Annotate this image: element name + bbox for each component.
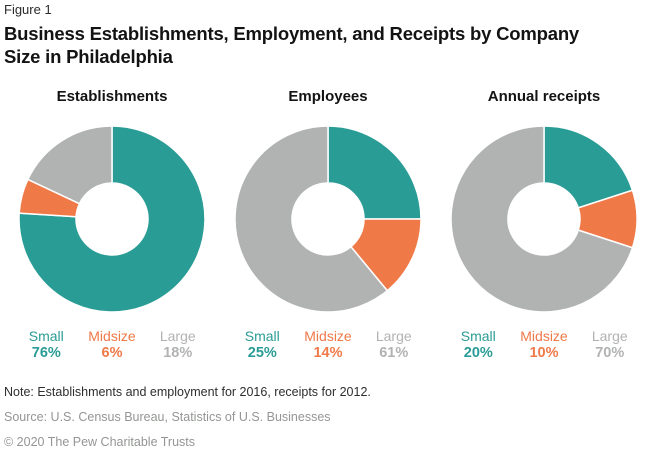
legend-item-midsize: Midsize 14% [304,328,351,362]
donut-slice-large [26,125,113,205]
chart-title-establishments: Establishments [56,88,168,106]
chart-column-annual-receipts: Annual receipts Small 20% Midsize 10% Large 7… [436,88,650,362]
legend-item-small: Small 76% [24,328,68,362]
legend-item-small: Small 25% [240,328,284,362]
donut-slice-small [543,125,634,209]
page-title: Business Establishments, Employment, and… [4,22,580,67]
legend-value: 18% [163,345,193,362]
figure-label: Figure 1 [4,2,52,17]
legend-item-large: Large 18% [156,328,200,362]
legend-label: Small [244,328,280,345]
legend-item-midsize: Midsize 6% [88,328,135,362]
legend-label: Large [591,328,628,345]
legend-value: 6% [101,345,123,362]
legend-item-midsize: Midsize 10% [520,328,567,362]
legend-value: 76% [31,345,61,362]
legend-label: Large [159,328,196,345]
legend-employees: Small 25% Midsize 14% Large 61% [240,328,415,362]
chart-title-annual-receipts: Annual receipts [487,88,601,106]
donut-chart-annual-receipts [449,124,639,314]
legend-item-large: Large 70% [588,328,632,362]
legend-establishments: Small 76% Midsize 6% Large 18% [24,328,199,362]
legend-value: 20% [463,345,493,362]
donut-slice-large [450,125,634,313]
donut-slice-large [234,125,389,313]
chart-column-establishments: Establishments Small 76% Midsize 6% Large 18% [4,88,220,362]
legend-item-small: Small 20% [456,328,500,362]
legend-value: 70% [595,345,625,362]
charts-row: Establishments Small 76% Midsize 6% Large 18%… [4,88,650,362]
legend-value: 61% [379,345,409,362]
legend-label: Midsize [88,328,136,345]
legend-value: 14% [313,345,343,362]
source-line: Source: U.S. Census Bureau, Statistics o… [4,409,331,424]
footer: Note: Establishments and employment for … [4,385,646,449]
legend-value: 10% [529,345,559,362]
legend-annual-receipts: Small 20% Midsize 10% Large 70% [456,328,631,362]
donut-svg [234,125,422,313]
chart-title-employees: Employees [288,88,368,106]
legend-label: Small [460,328,496,345]
donut-chart-establishments [17,124,207,314]
donut-slice-small [18,125,206,313]
legend-item-large: Large 61% [372,328,416,362]
legend-label: Large [375,328,412,345]
footnote: Note: Establishments and employment for … [4,384,371,399]
donut-svg [18,125,206,313]
legend-label: Midsize [304,328,352,345]
legend-label: Midsize [520,328,568,345]
donut-chart-employees [233,124,423,314]
copyright-line: © 2020 The Pew Charitable Trusts [4,434,196,449]
legend-value: 25% [247,345,277,362]
donut-slice-small [327,125,422,220]
chart-column-employees: Employees Small 25% Midsize 14% Large 61% [220,88,436,362]
legend-label: Small [28,328,64,345]
donut-svg [450,125,638,313]
